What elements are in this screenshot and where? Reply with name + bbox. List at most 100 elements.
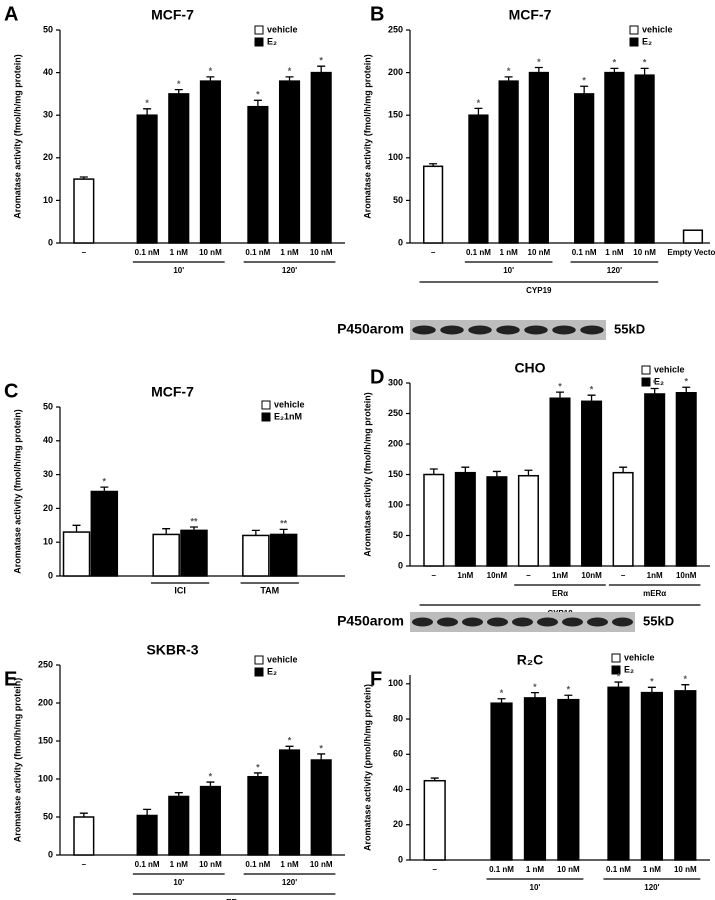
y-tick-label: 0 xyxy=(48,570,53,580)
blot-band xyxy=(496,325,520,335)
y-tick-label: 80 xyxy=(393,713,403,723)
significance-mark: * xyxy=(319,56,323,66)
error-bar xyxy=(253,99,262,107)
error-bar xyxy=(650,387,659,394)
legend-label: vehicle xyxy=(642,24,673,34)
legend-label: vehicle xyxy=(654,364,685,374)
significance-mark: * xyxy=(537,57,541,67)
bar xyxy=(498,80,519,244)
x-tick-label: 10 nM xyxy=(633,248,656,257)
error-bar xyxy=(143,108,152,116)
x-tick-label: 0.1 nM xyxy=(135,248,160,257)
bar xyxy=(62,531,91,577)
bar xyxy=(557,698,580,861)
x-tick-label: 10 nM xyxy=(557,865,580,874)
bar xyxy=(604,71,625,244)
legend-swatch xyxy=(261,412,271,422)
y-axis-label: Aromatase activity (fmol/h/mg protein) xyxy=(12,678,22,843)
legend-swatch xyxy=(629,37,639,47)
blot-band xyxy=(412,617,433,627)
significance-mark: * xyxy=(256,762,260,772)
x-tick-label: – xyxy=(621,571,626,580)
blot-band xyxy=(537,617,558,627)
error-bar xyxy=(253,772,262,777)
x-tick-label: 1 nM xyxy=(643,865,662,874)
error-bar xyxy=(174,88,183,94)
y-tick-label: 20 xyxy=(393,819,403,829)
error-bar xyxy=(206,76,215,82)
legend-swatch xyxy=(611,653,621,663)
x-tick-label: 1 nM xyxy=(280,860,299,869)
error-bar xyxy=(524,469,533,476)
significance-mark: * xyxy=(590,385,594,395)
y-tick-label: 150 xyxy=(388,469,403,479)
bar xyxy=(517,474,539,567)
y-tick-label: 40 xyxy=(43,67,53,77)
x-tick-label: 10nM xyxy=(676,571,697,580)
x-tick-label: 1 nM xyxy=(170,860,189,869)
bar xyxy=(310,71,332,244)
significance-mark: * xyxy=(209,66,213,76)
x-tick-label: 10nM xyxy=(487,571,508,580)
bar xyxy=(278,749,301,856)
legend-swatch xyxy=(629,25,639,35)
significance-mark: * xyxy=(613,58,617,68)
error-bar xyxy=(610,67,619,73)
bar xyxy=(168,93,190,244)
error-bar xyxy=(251,529,260,536)
y-tick-label: 60 xyxy=(393,749,403,759)
bar xyxy=(607,686,630,861)
group-label: 120' xyxy=(607,266,622,275)
y-tick-label: 0 xyxy=(48,237,53,247)
y-tick-label: 10 xyxy=(43,195,53,205)
bar xyxy=(612,471,634,567)
panel-letter: D xyxy=(370,366,384,388)
significance-mark: ** xyxy=(190,516,198,526)
y-tick-label: 10 xyxy=(43,537,53,547)
blot-band xyxy=(552,325,576,335)
y-tick-label: 150 xyxy=(38,735,53,745)
y-tick-label: 0 xyxy=(398,854,403,864)
group-label: 10' xyxy=(503,266,514,275)
significance-mark: * xyxy=(477,98,481,108)
chart-title: MCF-7 xyxy=(151,384,194,400)
x-tick-label: 1nM xyxy=(457,571,473,580)
x-tick-label: 1 nM xyxy=(170,248,189,257)
significance-mark: * xyxy=(500,688,504,698)
bar xyxy=(278,80,301,244)
y-tick-label: 50 xyxy=(393,530,403,540)
y-tick-label: 40 xyxy=(393,784,403,794)
bar xyxy=(423,473,445,567)
y-tick-label: 100 xyxy=(388,678,403,688)
x-tick-label: 0.1 nM xyxy=(245,248,270,257)
y-axis-label: Aromatase activity (fmol/h/mg protein) xyxy=(362,54,372,219)
blot-label: P450arom xyxy=(337,321,404,337)
y-tick-label: 50 xyxy=(43,24,53,34)
group-label: 10' xyxy=(173,266,184,275)
bar xyxy=(199,80,221,244)
error-bar xyxy=(461,466,470,473)
significance-mark: * xyxy=(653,378,657,388)
legend-label: vehicle xyxy=(267,24,298,34)
error-bar xyxy=(530,691,539,698)
legend-label: vehicle xyxy=(274,399,305,409)
y-tick-label: 250 xyxy=(388,24,403,34)
x-tick-label: 10 nM xyxy=(674,865,697,874)
blot-band xyxy=(580,325,604,335)
legend-label: vehicle xyxy=(624,652,655,662)
panel-letter: F xyxy=(370,668,382,690)
x-tick-label: 1 nM xyxy=(605,248,624,257)
blot-band xyxy=(468,325,492,335)
blot-size: 55kD xyxy=(643,613,674,628)
legend-swatch xyxy=(254,667,264,677)
chart-title: SKBR-3 xyxy=(146,642,198,658)
y-tick-label: 100 xyxy=(388,499,403,509)
bar xyxy=(528,71,549,244)
group-label: 10' xyxy=(173,878,184,887)
blot-band xyxy=(412,325,436,335)
y-tick-label: 0 xyxy=(48,849,53,859)
legend-label: E₂ xyxy=(624,664,634,674)
group-label: 120' xyxy=(282,878,297,887)
chart-title: CHO xyxy=(514,360,545,376)
